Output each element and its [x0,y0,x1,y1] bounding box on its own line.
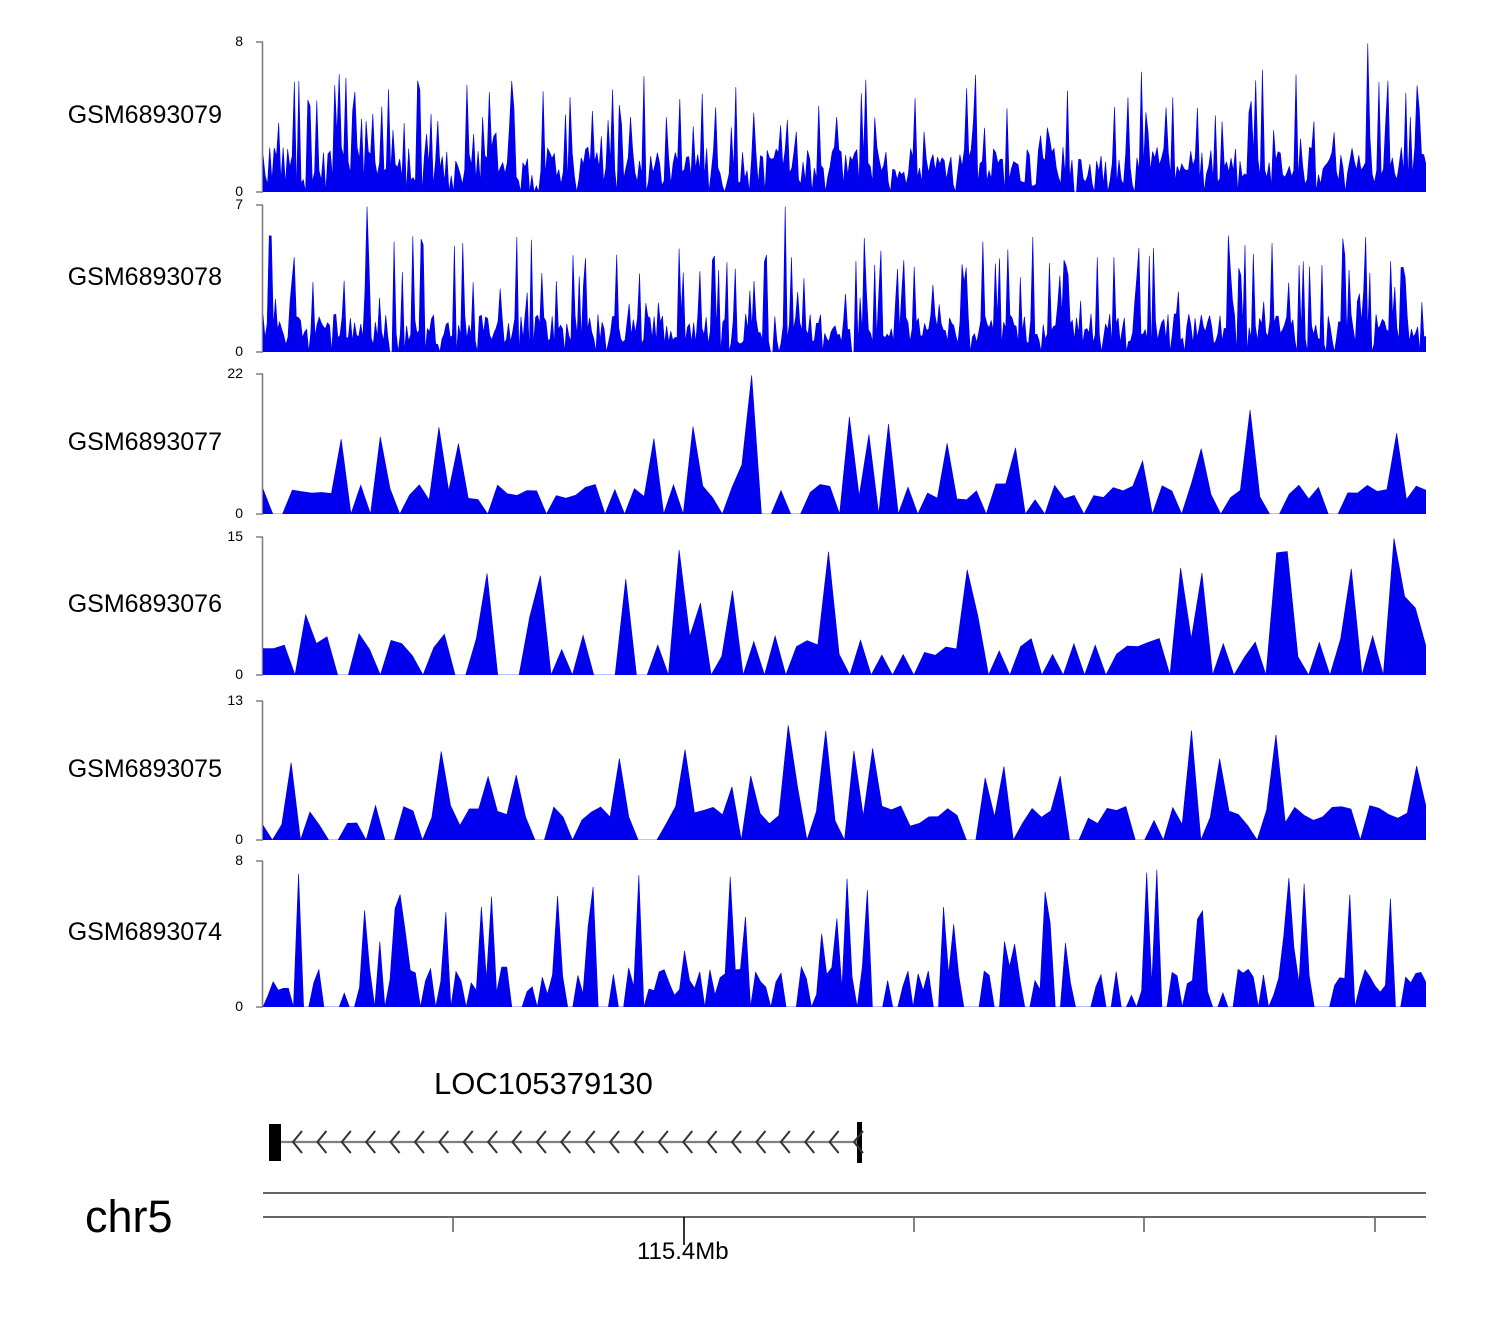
coverage-path [263,869,1426,1007]
coverage-track-gsm6893076[interactable]: GSM6893076 15 0 [0,528,1500,682]
ruler-glyph[interactable] [0,1180,1500,1310]
coverage-track-gsm6893074[interactable]: GSM6893074 8 0 [0,852,1500,1014]
y-axis-gsm6893074 [256,860,264,1008]
coverage-area-gsm6893077 [263,375,1426,514]
strand-arrow-left-icon [608,1130,620,1154]
ruler-tick-label-115-4mb: 115.4Mb [637,1238,729,1265]
y-axis-max-label-gsm6893074: 8 [235,852,243,868]
coverage-track-gsm6893077[interactable]: GSM6893077 22 0 [0,365,1500,521]
track-label-gsm6893079: GSM6893079 [67,101,222,129]
y-axis-gsm6893076 [256,536,264,676]
coverage-track-gsm6893079[interactable]: GSM6893079 8 0 [0,33,1500,199]
coverage-path [263,725,1426,840]
coverage-path [263,43,1426,192]
gene-exon-block [269,1124,281,1161]
y-axis-min-label-gsm6893078: 0 [235,343,243,359]
gene-name-label: LOC105379130 [434,1066,653,1101]
gene-end-bar [857,1122,862,1163]
strand-arrow-left-icon [535,1130,547,1154]
coverage-path [263,538,1426,675]
y-axis-min-label-gsm6893076: 0 [235,666,243,682]
track-label-gsm6893076: GSM6893076 [67,590,222,618]
strand-arrow-left-icon [462,1130,474,1154]
coverage-area-gsm6893076 [263,538,1426,675]
y-axis-max-label-gsm6893076: 15 [227,528,243,544]
coverage-path [263,206,1426,352]
strand-arrow-left-icon [730,1130,742,1154]
y-axis-max-label-gsm6893075: 13 [227,692,243,708]
strand-arrow-left-icon [316,1130,328,1154]
strand-arrow-left-icon [291,1130,303,1154]
coverage-track-gsm6893075[interactable]: GSM6893075 13 0 [0,692,1500,847]
y-axis-max-label-gsm6893079: 8 [235,33,243,49]
strand-arrow-left-icon [364,1130,376,1154]
strand-arrow-left-icon [779,1130,791,1154]
gene-annotation-track[interactable]: LOC105379130 [0,1060,1500,1180]
y-axis-min-label-gsm6893075: 0 [235,831,243,847]
track-label-gsm6893078: GSM6893078 [67,262,222,291]
strand-arrow-left-icon [681,1130,694,1154]
strand-arrow-left-icon [706,1130,718,1154]
gene-model-glyph[interactable] [0,1060,1500,1180]
strand-arrow-left-icon [560,1130,572,1154]
strand-arrow-left-icon [340,1130,352,1154]
coverage-area-gsm6893078 [263,206,1426,352]
chromosome-ruler-track[interactable]: chr5 115.4Mb [0,1180,1500,1310]
strand-arrow-left-icon [852,1130,864,1154]
track-label-gsm6893077: GSM6893077 [67,428,222,456]
y-axis-gsm6893078 [256,204,264,353]
strand-arrow-left-icon [828,1130,840,1154]
coverage-area-gsm6893074 [263,869,1426,1007]
strand-arrow-left-icon [486,1130,498,1154]
y-axis-min-label-gsm6893074: 0 [235,998,243,1014]
strand-arrow-left-icon [755,1130,767,1154]
strand-arrow-left-icon [511,1130,523,1154]
y-axis-max-label-gsm6893078: 7 [235,196,243,212]
y-axis-max-label-gsm6893077: 22 [227,365,243,381]
coverage-track-gsm6893078[interactable]: GSM6893078 7 0 [0,196,1500,359]
coverage-area-gsm6893075 [263,725,1426,840]
y-axis-gsm6893075 [256,700,264,841]
coverage-area-gsm6893079 [263,43,1426,192]
coverage-path [263,375,1426,514]
y-axis-gsm6893077 [256,373,264,515]
strand-arrow-left-icon [413,1130,425,1154]
strand-arrow-left-icon [633,1130,645,1154]
chromosome-label: chr5 [85,1191,173,1242]
y-axis-min-label-gsm6893077: 0 [235,505,243,521]
strand-arrow-left-icon [584,1130,596,1154]
y-axis-gsm6893079 [256,41,264,193]
track-label-gsm6893075: GSM6893075 [67,754,222,783]
strand-arrow-left-icon [803,1130,815,1154]
strand-arrow-left-icon [438,1130,450,1154]
strand-arrow-left-icon [657,1130,669,1154]
strand-arrow-left-icon [389,1130,401,1154]
y-axis-min-label-gsm6893079: 0 [235,183,243,199]
track-label-gsm6893074: GSM6893074 [67,918,222,946]
